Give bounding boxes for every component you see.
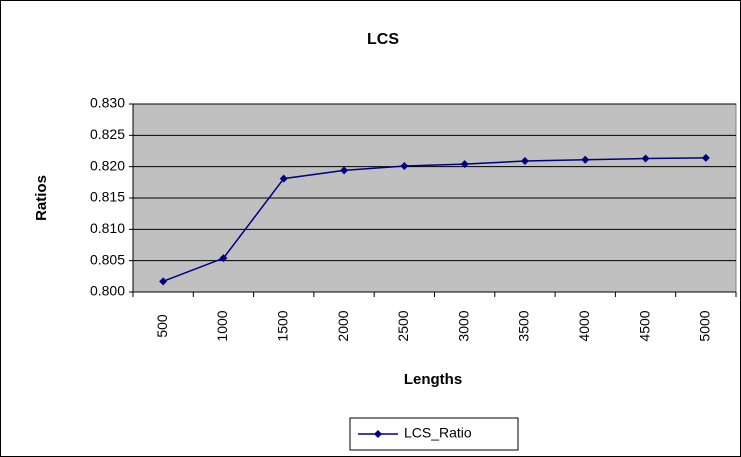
y-tick-label: 0.800: [90, 283, 125, 299]
y-tick-label: 0.820: [90, 157, 125, 173]
x-tick-label: 500: [154, 314, 170, 338]
y-tick-label: 0.810: [90, 220, 125, 236]
x-tick-label: 4500: [636, 310, 652, 341]
chart-title: LCS: [367, 31, 399, 48]
x-tick-label: 3500: [516, 310, 532, 341]
y-axis-title: Ratios: [33, 175, 50, 221]
x-tick-label: 1000: [214, 310, 230, 341]
line: [162, 157, 706, 283]
legend-label: LCS_Ratio: [404, 425, 472, 441]
y-tick-label: 0.805: [90, 251, 125, 267]
y-tick-label: 0.815: [90, 189, 125, 205]
marker: [400, 162, 409, 171]
x-tick-label: 2500: [395, 310, 411, 341]
x-tick-label: 4000: [576, 310, 592, 341]
legend-marker: [374, 430, 382, 438]
x-tick-label: 2000: [335, 310, 351, 341]
x-tick-label: 5000: [697, 310, 713, 341]
marker: [219, 254, 228, 263]
marker: [581, 155, 590, 164]
marker: [520, 157, 529, 166]
marker: [279, 174, 288, 183]
marker: [460, 160, 469, 169]
y-tick-label: 0.825: [90, 126, 125, 142]
marker: [641, 154, 650, 163]
marker: [701, 153, 710, 162]
x-tick-label: 1500: [274, 310, 290, 341]
marker: [340, 166, 349, 175]
y-tick-label: 0.830: [90, 95, 125, 111]
x-tick-label: 3000: [455, 310, 471, 341]
x-axis-title: Lengths: [404, 371, 462, 388]
marker: [159, 277, 168, 286]
